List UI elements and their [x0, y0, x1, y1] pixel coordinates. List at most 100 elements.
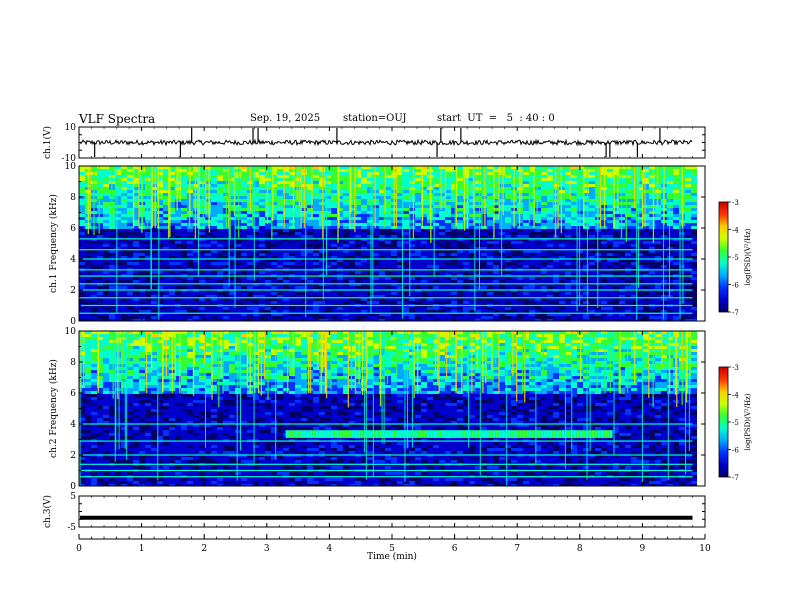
spectrogram-cell	[391, 259, 397, 262]
spectrogram-cell	[589, 313, 595, 316]
spectrogram-cell	[391, 283, 397, 286]
spectrogram-cell	[283, 280, 289, 283]
spectrogram-cell	[199, 211, 205, 214]
spectrogram-cell	[367, 193, 373, 196]
spectrogram-cell	[157, 169, 163, 172]
spectrogram-cell	[511, 247, 517, 250]
spectrogram-cell	[631, 292, 637, 295]
spectrogram-cell	[307, 280, 313, 283]
spectrogram-cell	[319, 187, 325, 190]
spectrogram-cell	[319, 307, 325, 310]
spectrogram-cell	[487, 205, 493, 208]
spectrogram-cell	[97, 172, 103, 175]
spectrogram-cell	[199, 253, 205, 256]
spectrogram-cell	[571, 202, 577, 205]
spectrogram-cell	[487, 253, 493, 256]
spectrogram-cell	[313, 193, 319, 196]
spectrogram-cell	[547, 238, 553, 241]
spectrogram-cell	[529, 190, 535, 193]
spectrogram-cell	[325, 238, 331, 241]
spectrogram-cell	[217, 205, 223, 208]
spectrogram-cell	[523, 298, 529, 301]
spectrogram-cell	[517, 235, 523, 238]
spectrogram-cell	[445, 253, 451, 256]
spectrogram-cell	[127, 277, 133, 280]
spectrogram-cell	[367, 262, 373, 265]
spectrogram-cell	[127, 178, 133, 181]
spectrogram-cell	[487, 259, 493, 262]
spectrogram-cell	[487, 286, 493, 289]
spectrogram-cell	[481, 253, 487, 256]
spectrogram-cell	[337, 208, 343, 211]
spectrogram-cell	[133, 211, 139, 214]
spectrogram-cell	[589, 223, 595, 226]
spectrogram-cell	[205, 172, 211, 175]
spectrogram-cell	[133, 226, 139, 229]
spectrogram-cell	[97, 199, 103, 202]
spectrogram-cell	[97, 241, 103, 244]
spectrogram-cell	[415, 223, 421, 226]
spectrogram-cell	[253, 301, 259, 304]
spectrogram-cell	[427, 226, 433, 229]
spectrogram-cell	[559, 247, 565, 250]
spectrogram-cell	[283, 271, 289, 274]
spectrogram-cell	[313, 244, 319, 247]
spectrogram-cell	[493, 229, 499, 232]
spectrogram-cell	[199, 319, 205, 321]
spectrogram-cell	[625, 208, 631, 211]
spectrogram-cell	[337, 319, 343, 321]
spectrogram-cell	[217, 301, 223, 304]
spectrogram-cell	[301, 238, 307, 241]
spectrogram-cell	[277, 256, 283, 259]
spectrogram-cell	[457, 220, 463, 223]
spectrogram-cell	[163, 307, 169, 310]
spectrogram-cell	[151, 286, 157, 289]
spectrogram-cell	[277, 316, 283, 319]
spectrogram-cell	[115, 247, 121, 250]
spectrogram-cell	[325, 244, 331, 247]
spectrogram-cell	[343, 220, 349, 223]
spectrogram-cell	[583, 172, 589, 175]
spectrogram-cell	[487, 166, 493, 169]
spectrogram-cell	[229, 223, 235, 226]
spectrogram-cell	[469, 280, 475, 283]
spectrogram-cell	[319, 223, 325, 226]
spectrogram-cell	[181, 181, 187, 184]
spectrogram-cell	[229, 229, 235, 232]
spectrogram-cell	[421, 223, 427, 226]
spectrogram-cell	[181, 292, 187, 295]
spectrogram-cell	[493, 280, 499, 283]
spectrogram-cell	[343, 247, 349, 250]
spectrogram-cell	[469, 169, 475, 172]
spectrogram-cell	[325, 175, 331, 178]
spectrogram-cell	[151, 310, 157, 313]
spectrogram-cell	[475, 271, 481, 274]
spectrogram-cell	[307, 265, 313, 268]
spectrogram-cell	[379, 190, 385, 193]
spectrogram-cell	[367, 295, 373, 298]
spectrogram-cell	[649, 214, 655, 217]
spectrogram-cell	[373, 265, 379, 268]
spectrogram-cell	[643, 208, 649, 211]
spectrogram-cell	[505, 181, 511, 184]
spectrogram-cell	[247, 262, 253, 265]
spectrogram-cell	[517, 241, 523, 244]
spectrogram-cell	[529, 214, 535, 217]
spectrogram-cell	[475, 295, 481, 298]
spectrogram-cell	[385, 217, 391, 220]
spectrogram-cell	[439, 262, 445, 265]
spectrogram-cell	[613, 217, 619, 220]
spectrogram-cell	[253, 307, 259, 310]
spectrogram-cell	[253, 187, 259, 190]
spectrogram-cell	[259, 181, 265, 184]
spectrogram-cell	[463, 307, 469, 310]
spectrogram-cell	[295, 202, 301, 205]
spectrogram-cell	[199, 265, 205, 268]
spectrogram-cell	[319, 166, 325, 169]
spectrogram-cell	[367, 190, 373, 193]
spectrogram-cell	[547, 265, 553, 268]
spectrogram-cell	[469, 223, 475, 226]
spectrogram-cell	[409, 316, 415, 319]
spectrogram-cell	[277, 238, 283, 241]
spectrogram-cell	[421, 187, 427, 190]
